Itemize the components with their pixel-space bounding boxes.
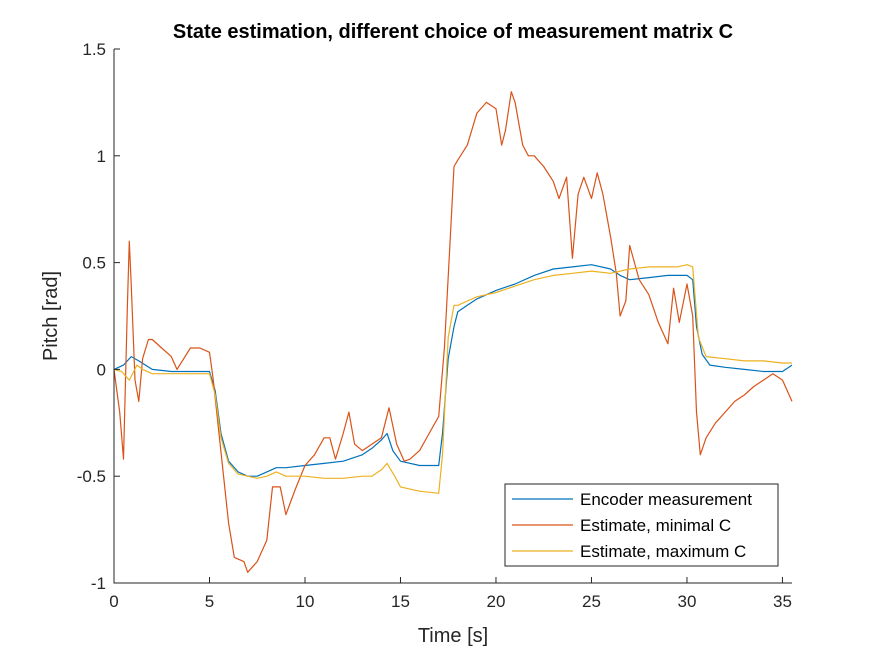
y-tick-label: -1 <box>91 574 106 593</box>
x-axis: 0 5 10 15 20 25 30 35 <box>109 577 792 611</box>
series-line-2 <box>113 264 792 494</box>
legend-label-encoder: Encoder measurement <box>580 490 752 509</box>
x-tick-label: 10 <box>296 592 315 611</box>
y-axis: -1 -0.5 0 0.5 1 1.5 <box>77 40 120 593</box>
series-line-1 <box>113 91 793 573</box>
y-tick-label: 0 <box>97 360 106 379</box>
chart-title: State estimation, different choice of me… <box>173 21 733 43</box>
series-layer <box>113 91 793 573</box>
legend[interactable]: Encoder measurement Estimate, minimal C … <box>504 483 779 567</box>
x-axis-label: Time [s] <box>418 625 488 647</box>
y-tick-label: 1 <box>97 147 106 166</box>
x-tick-label: 30 <box>677 592 696 611</box>
x-tick-label: 5 <box>205 592 214 611</box>
legend-label-minimal: Estimate, minimal C <box>580 516 731 535</box>
y-axis-label: Pitch [rad] <box>40 271 62 361</box>
x-tick-label: 15 <box>391 592 410 611</box>
x-tick-label: 20 <box>487 592 506 611</box>
y-tick-label: -0.5 <box>77 467 106 486</box>
y-tick-label: 0.5 <box>82 254 106 273</box>
x-tick-label: 25 <box>582 592 601 611</box>
x-tick-label: 35 <box>773 592 792 611</box>
legend-label-maximum: Estimate, maximum C <box>580 542 746 561</box>
x-tick-label: 0 <box>109 592 118 611</box>
y-tick-label: 1.5 <box>82 40 106 59</box>
